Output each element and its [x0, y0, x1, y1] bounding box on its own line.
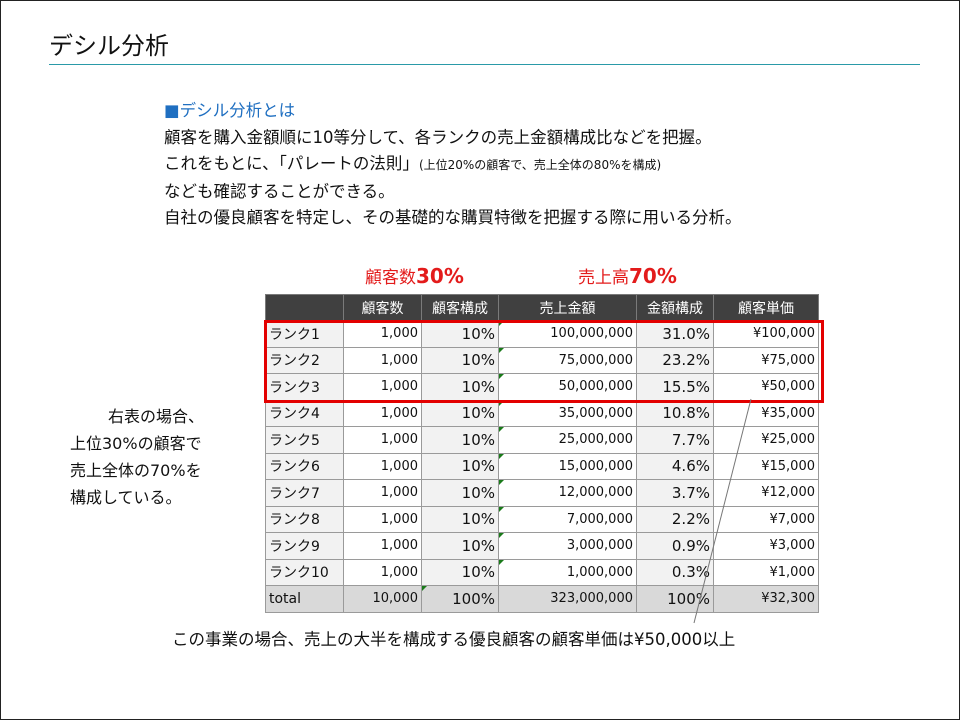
table-row: ランク8 1,000 10% 7,000,000 2.2% ¥7,000: [265, 505, 819, 533]
header-customers: 顧客数: [343, 294, 422, 321]
sales-share-cell: 2.2%: [636, 505, 714, 533]
rank-cell: ランク5: [265, 426, 344, 454]
sales-share-cell: 15.5%: [636, 373, 714, 401]
sales-cell: 3,000,000: [498, 532, 637, 560]
header-unit-price: 顧客単価: [713, 294, 819, 321]
sales-cell: 35,000,000: [498, 399, 637, 427]
total-sales-cell: 323,000,000: [498, 585, 637, 613]
customer-share-cell: 10%: [421, 346, 499, 374]
table-row: ランク1 1,000 10% 100,000,000 31.0% ¥100,00…: [265, 320, 819, 348]
sales-share-cell: 0.9%: [636, 532, 714, 560]
sales-cell: 12,000,000: [498, 479, 637, 507]
total-customer-share-cell: 100%: [421, 585, 499, 613]
header-rank: [265, 294, 344, 321]
sales-share-cell: 7.7%: [636, 426, 714, 454]
page-title: デシル分析: [49, 32, 169, 60]
customers-30-label: 顧客数30%: [365, 264, 464, 290]
title-underline: [49, 64, 920, 65]
intro-line-2-main: これをもとに、「パレートの法則」: [164, 154, 419, 173]
unit-price-cell: ¥75,000: [713, 346, 819, 374]
header-sales: 売上金額: [498, 294, 637, 321]
customer-share-cell: 10%: [421, 532, 499, 560]
customer-share-cell: 10%: [421, 426, 499, 454]
customers-label-value: 30%: [416, 264, 464, 288]
rank-cell: ランク1: [265, 320, 344, 348]
table-row: ランク7 1,000 10% 12,000,000 3.7% ¥12,000: [265, 479, 819, 507]
sales-cell: 50,000,000: [498, 373, 637, 401]
unit-price-cell: ¥50,000: [713, 373, 819, 401]
header-customer-share: 顧客構成: [421, 294, 499, 321]
rank-cell: ランク6: [265, 452, 344, 480]
customer-share-cell: 10%: [421, 452, 499, 480]
customer-share-cell: 10%: [421, 558, 499, 586]
conclusion-text: この事業の場合、売上の大半を構成する優良顧客の顧客単価は¥50,000以上: [172, 630, 736, 649]
sales-70-label: 売上高70%: [578, 264, 677, 290]
rank-cell: ランク2: [265, 346, 344, 374]
sales-share-cell: 23.2%: [636, 346, 714, 374]
sales-label-text: 売上高: [578, 268, 629, 288]
total-sales-share-cell: 100%: [636, 585, 714, 613]
table-total-row: total 10,000 100% 323,000,000 100% ¥32,3…: [265, 585, 819, 613]
customers-cell: 1,000: [343, 558, 422, 586]
customers-label-text: 顧客数: [365, 268, 416, 288]
sales-share-cell: 31.0%: [636, 320, 714, 348]
unit-price-cell: ¥7,000: [713, 505, 819, 533]
side-note-line-2: 上位30%の顧客で: [70, 434, 202, 453]
table-row: ランク9 1,000 10% 3,000,000 0.9% ¥3,000: [265, 532, 819, 560]
intro-line-1: 顧客を購入金額順に10等分して、各ランクの売上金額構成比などを把握。: [164, 127, 712, 147]
side-note-line-3: 売上全体の70%を: [70, 461, 202, 480]
table-row: ランク2 1,000 10% 75,000,000 23.2% ¥75,000: [265, 346, 819, 374]
customer-share-cell: 10%: [421, 479, 499, 507]
table-row: ランク5 1,000 10% 25,000,000 7.7% ¥25,000: [265, 426, 819, 454]
decile-table: 顧客数 顧客構成 売上金額 金額構成 顧客単価 ランク1 1,000 10% 1…: [265, 294, 819, 613]
intro-line-4: 自社の優良顧客を特定し、その基礎的な購買特徴を把握する際に用いる分析。: [164, 208, 742, 227]
sales-share-cell: 4.6%: [636, 452, 714, 480]
rank-cell: ランク8: [265, 505, 344, 533]
intro-line-2-note: (上位20%の顧客で、売上全体の80%を構成): [418, 158, 662, 172]
unit-price-cell: ¥35,000: [713, 399, 819, 427]
table-row: ランク6 1,000 10% 15,000,000 4.6% ¥15,000: [265, 452, 819, 480]
customers-cell: 1,000: [343, 373, 422, 401]
total-unit-price-cell: ¥32,300: [713, 585, 819, 613]
unit-price-cell: ¥1,000: [713, 558, 819, 586]
table-header-row: 顧客数 顧客構成 売上金額 金額構成 顧客単価: [265, 294, 819, 321]
sales-cell: 7,000,000: [498, 505, 637, 533]
top-30-highlight-box: [264, 320, 824, 403]
customer-share-cell: 10%: [421, 399, 499, 427]
sales-label-value: 70%: [629, 264, 677, 288]
side-note-line-4: 構成している。: [70, 488, 182, 507]
customer-share-cell: 10%: [421, 505, 499, 533]
intro-heading: ■デシル分析とは: [164, 101, 296, 120]
intro-line-3: なども確認することができる。: [164, 181, 395, 201]
customers-cell: 1,000: [343, 505, 422, 533]
customers-cell: 1,000: [343, 532, 422, 560]
side-note: 右表の場合、 上位30%の顧客で 売上全体の70%を 構成している。: [70, 403, 204, 511]
intro-line-2: これをもとに、「パレートの法則」(上位20%の顧客で、売上全体の80%を構成): [164, 151, 742, 179]
customers-cell: 1,000: [343, 320, 422, 348]
sales-share-cell: 0.3%: [636, 558, 714, 586]
customers-cell: 1,000: [343, 479, 422, 507]
sales-share-cell: 3.7%: [636, 479, 714, 507]
rank-cell: ランク7: [265, 479, 344, 507]
header-sales-share: 金額構成: [636, 294, 714, 321]
sales-cell: 75,000,000: [498, 346, 637, 374]
total-customers-cell: 10,000: [343, 585, 422, 613]
rank-cell: ランク4: [265, 399, 344, 427]
sales-cell: 15,000,000: [498, 452, 637, 480]
intro-block: ■デシル分析とは 顧客を購入金額順に10等分して、各ランクの売上金額構成比などを…: [164, 98, 742, 232]
customer-share-cell: 10%: [421, 373, 499, 401]
table-row: ランク10 1,000 10% 1,000,000 0.3% ¥1,000: [265, 558, 819, 586]
rank-cell: ランク10: [265, 558, 344, 586]
customers-cell: 1,000: [343, 426, 422, 454]
unit-price-cell: ¥12,000: [713, 479, 819, 507]
side-note-line-1: 右表の場合、: [108, 407, 205, 426]
